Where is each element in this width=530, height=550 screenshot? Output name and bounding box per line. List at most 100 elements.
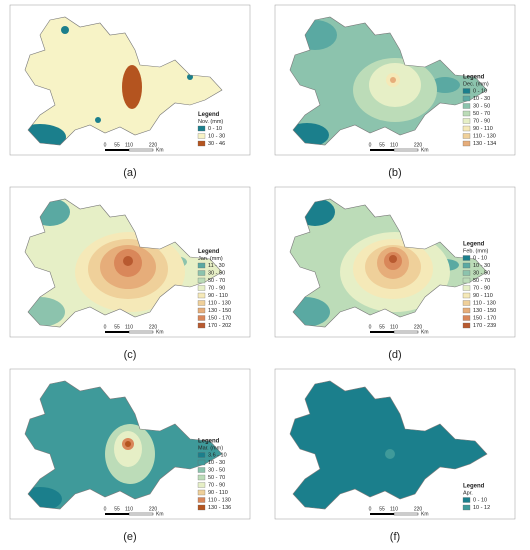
legend-label: 10 - 30 xyxy=(473,263,490,269)
scale-bar xyxy=(105,331,129,333)
basin-fill xyxy=(290,381,487,509)
scale-bar xyxy=(370,331,394,333)
legend-swatch xyxy=(197,504,206,511)
legend-swatch xyxy=(197,292,206,299)
zone xyxy=(390,77,396,83)
scale-bar xyxy=(128,330,154,334)
map-frame xyxy=(274,4,516,156)
scale-unit: Km xyxy=(421,329,429,335)
legend-label: 10 - 30 xyxy=(473,96,490,102)
legend-swatch xyxy=(462,300,471,306)
panel-label: (b) xyxy=(388,167,401,179)
legend-subtitle: Dec. (mm) xyxy=(463,81,489,87)
legend-label: 0 - 10 xyxy=(473,497,487,503)
zone xyxy=(187,74,193,80)
legend-label: 0 - 10 xyxy=(208,126,222,132)
legend-swatch xyxy=(462,292,471,299)
scale-unit: Km xyxy=(156,511,164,517)
zone xyxy=(25,487,62,509)
scale-label: 220 xyxy=(414,506,423,512)
legend-label: 110 - 130 xyxy=(473,300,496,306)
scale-label: 110 xyxy=(125,506,133,512)
legend-swatch xyxy=(462,140,471,147)
map xyxy=(290,199,487,327)
scale-label: 0 xyxy=(369,506,372,512)
legend-label: 90 - 110 xyxy=(473,126,493,132)
legend-swatch xyxy=(462,95,471,102)
scale-unit: Km xyxy=(421,511,429,517)
legend-title: Legend xyxy=(198,249,220,255)
zone xyxy=(385,449,395,459)
legend-swatch xyxy=(462,262,471,269)
scale-bar xyxy=(393,148,419,152)
legend-label: 30 - 50 xyxy=(208,270,225,276)
legend-label: 30 - 46 xyxy=(208,141,225,147)
map xyxy=(25,17,222,145)
legend-swatch xyxy=(462,270,471,276)
legend-swatch xyxy=(462,255,471,261)
scale-label: 220 xyxy=(149,324,158,330)
legend-label: 30 - 50 xyxy=(473,103,490,109)
scale-label: 55 xyxy=(379,506,385,512)
zone xyxy=(123,256,133,266)
zone xyxy=(290,297,330,327)
legend-label: 90 - 110 xyxy=(208,490,228,496)
zone xyxy=(122,65,142,109)
zone xyxy=(25,124,66,145)
scale-label: 220 xyxy=(414,142,423,148)
legend-label: 150 - 170 xyxy=(208,315,231,321)
scale-label: 55 xyxy=(114,324,120,330)
legend-swatch xyxy=(462,307,471,314)
scale-bar xyxy=(393,330,419,334)
scale-label: 0 xyxy=(369,142,372,148)
panel-label: (c) xyxy=(124,349,137,361)
legend-subtitle: Apr. xyxy=(463,490,473,496)
legend-label: 90 - 110 xyxy=(208,293,228,299)
legend-label: 170 - 239 xyxy=(473,323,496,329)
legend-label: 70 - 90 xyxy=(208,285,225,291)
panel-label: (d) xyxy=(388,349,401,361)
legend-title: Legend xyxy=(463,75,485,81)
legend-subtitle: Feb. (mm) xyxy=(463,248,489,254)
legend-subtitle: Nov. (mm) xyxy=(198,119,223,125)
scale-label: 0 xyxy=(104,142,107,148)
legend-label: 150 - 170 xyxy=(473,315,496,321)
scale-label: 220 xyxy=(414,324,423,330)
scale-unit: Km xyxy=(156,147,164,153)
legend-swatch xyxy=(197,474,206,481)
legend-label: 110 - 130 xyxy=(208,497,231,503)
zone xyxy=(125,441,131,447)
scale-label: 55 xyxy=(379,142,385,148)
legend-title: Legend xyxy=(463,484,485,490)
scale-unit: Km xyxy=(421,147,429,153)
scale-label: 55 xyxy=(379,324,385,330)
legend-swatch xyxy=(197,270,206,276)
map-frame xyxy=(274,186,516,338)
scale-label: 55 xyxy=(114,142,120,148)
scale-label: 220 xyxy=(149,506,158,512)
legend-swatch xyxy=(197,467,206,473)
legend-swatch xyxy=(197,140,206,147)
legend-label: 130 - 150 xyxy=(208,308,231,314)
legend-label: 90 - 110 xyxy=(473,293,493,299)
legend-title: Legend xyxy=(198,439,220,445)
legend-swatch xyxy=(462,118,471,124)
scale-label: 110 xyxy=(125,142,133,148)
scale-bar xyxy=(128,512,154,516)
legend-label: 50 - 70 xyxy=(473,111,490,117)
scale-label: 110 xyxy=(390,506,398,512)
legend-swatch xyxy=(197,489,206,496)
legend-title: Legend xyxy=(463,242,485,248)
legend-swatch xyxy=(462,322,471,329)
legend-title: Legend xyxy=(198,112,220,118)
legend-swatch xyxy=(462,125,471,132)
panel-label: (a) xyxy=(123,167,136,179)
scale-label: 220 xyxy=(149,142,158,148)
legend-swatch xyxy=(462,88,471,94)
legend-label: 30 - 50 xyxy=(208,467,225,473)
scale-bar xyxy=(370,149,394,151)
